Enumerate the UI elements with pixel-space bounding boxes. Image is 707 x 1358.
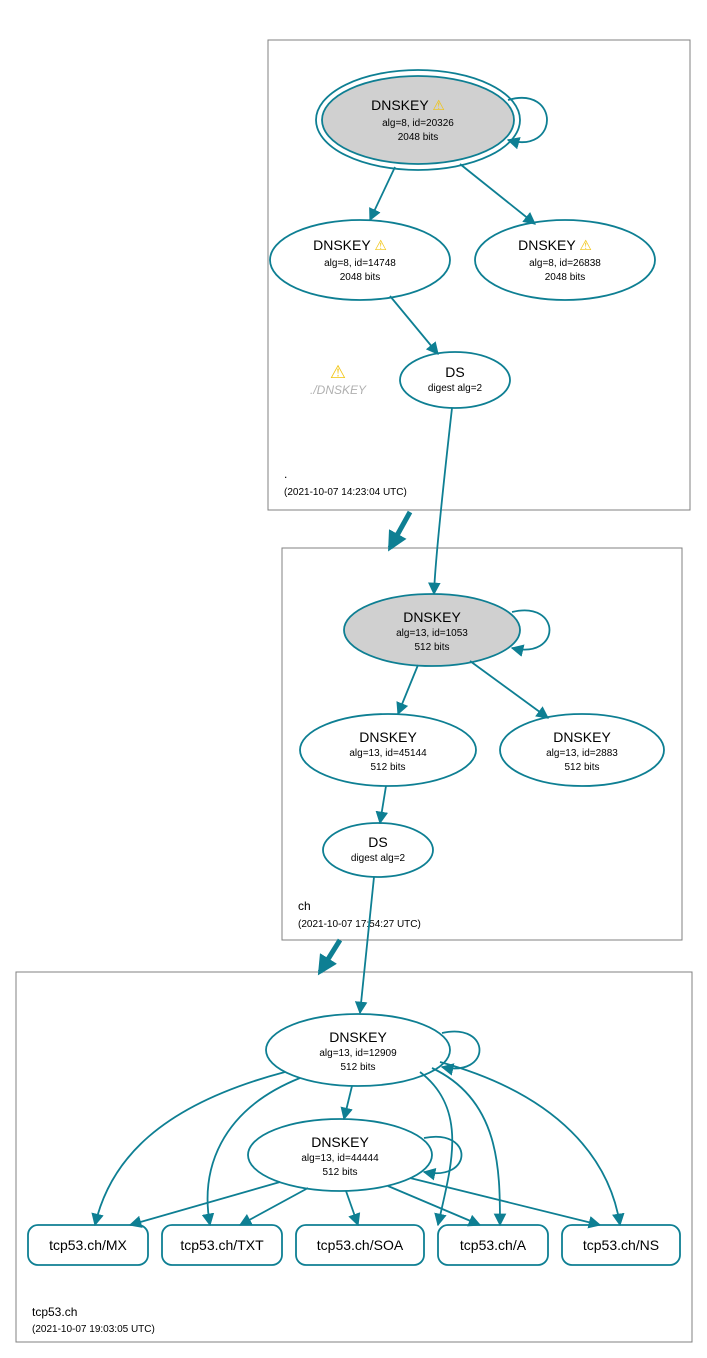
node-root-ds: DS digest alg=2: [400, 352, 510, 408]
svg-text:512 bits: 512 bits: [322, 1167, 357, 1178]
edge-tzsk-txt: [240, 1188, 308, 1225]
edge-tksk-ns: [440, 1062, 620, 1225]
svg-text:alg=8, id=26838: alg=8, id=26838: [529, 258, 601, 269]
svg-text:512 bits: 512 bits: [370, 762, 405, 773]
svg-text:tcp53.ch/SOA: tcp53.ch/SOA: [317, 1237, 404, 1253]
svg-text:tcp53.ch/MX: tcp53.ch/MX: [49, 1237, 127, 1253]
svg-text:tcp53.ch/NS: tcp53.ch/NS: [583, 1237, 659, 1253]
svg-text:DS: DS: [445, 364, 464, 380]
rr-mx: tcp53.ch/MX: [28, 1225, 148, 1265]
node-ch-zsk1: DNSKEY alg=13, id=45144 512 bits: [300, 714, 476, 786]
svg-text:./DNSKEY: ./DNSKEY: [310, 383, 367, 397]
svg-text:DNSKEY ⚠: DNSKEY ⚠: [518, 237, 592, 253]
edge-root-to-ch-zone: [390, 512, 410, 548]
warn-icon: ⚠: [432, 97, 445, 113]
ghost-root-dnskey: ⚠ ./DNSKEY: [310, 362, 367, 397]
zone-ch-label: ch: [298, 899, 311, 913]
warn-icon: ⚠: [374, 237, 387, 253]
edge-chds-tksk: [360, 877, 374, 1013]
svg-text:DNSKEY: DNSKEY: [553, 729, 611, 745]
warn-icon: ⚠: [330, 362, 346, 382]
svg-text:512 bits: 512 bits: [414, 642, 449, 653]
svg-text:alg=8, id=14748: alg=8, id=14748: [324, 258, 396, 269]
svg-text:DNSKEY: DNSKEY: [403, 609, 461, 625]
node-tcp53-zsk: DNSKEY alg=13, id=44444 512 bits: [248, 1119, 432, 1191]
node-tcp53-ksk: DNSKEY alg=13, id=12909 512 bits: [266, 1014, 450, 1086]
svg-text:2048 bits: 2048 bits: [545, 272, 586, 283]
edge-tzsk-soa: [346, 1191, 358, 1225]
edge-chksk-zsk1: [398, 665, 418, 714]
svg-text:DNSKEY ⚠: DNSKEY ⚠: [371, 97, 445, 113]
rr-soa: tcp53.ch/SOA: [296, 1225, 424, 1265]
svg-text:alg=13, id=45144: alg=13, id=45144: [349, 748, 427, 759]
edge-chzsk1-ds: [380, 786, 386, 823]
edge-tzsk-mx: [130, 1182, 280, 1225]
zone-root-label: .: [284, 467, 287, 481]
edge-tksk-a: [432, 1068, 500, 1225]
zone-root-timestamp: (2021-10-07 14:23:04 UTC): [284, 487, 407, 498]
svg-text:2048 bits: 2048 bits: [340, 272, 381, 283]
edge-tksk-tzsk: [344, 1086, 352, 1119]
svg-text:2048 bits: 2048 bits: [398, 132, 439, 143]
svg-text:DNSKEY: DNSKEY: [329, 1029, 387, 1045]
edge-rootds-chksk: [434, 408, 452, 594]
node-root-ksk: DNSKEY ⚠ alg=8, id=20326 2048 bits: [316, 70, 520, 170]
svg-text:512 bits: 512 bits: [564, 762, 599, 773]
svg-text:alg=13, id=2883: alg=13, id=2883: [546, 748, 618, 759]
svg-text:DNSKEY ⚠: DNSKEY ⚠: [313, 237, 387, 253]
edge-rootzsk1-ds: [390, 296, 438, 354]
svg-text:alg=13, id=12909: alg=13, id=12909: [319, 1048, 397, 1059]
zone-root: . (2021-10-07 14:23:04 UTC) DNSKEY ⚠ alg…: [268, 40, 690, 510]
rr-a: tcp53.ch/A: [438, 1225, 548, 1265]
svg-text:DNSKEY: DNSKEY: [311, 1134, 369, 1150]
edge-rootksk-zsk1: [370, 167, 395, 220]
edge-tzsk-ns: [410, 1178, 600, 1225]
edge-chksk-zsk2: [470, 661, 548, 718]
edge-ch-to-tcp53-zone: [320, 940, 340, 972]
node-ch-ksk: DNSKEY alg=13, id=1053 512 bits: [344, 594, 520, 666]
node-ch-zsk2: DNSKEY alg=13, id=2883 512 bits: [500, 714, 664, 786]
svg-text:digest alg=2: digest alg=2: [351, 853, 406, 864]
zone-ch-timestamp: (2021-10-07 17:54:27 UTC): [298, 919, 421, 930]
svg-text:digest alg=2: digest alg=2: [428, 383, 483, 394]
rr-txt: tcp53.ch/TXT: [162, 1225, 282, 1265]
svg-text:alg=8, id=20326: alg=8, id=20326: [382, 118, 454, 129]
warn-icon: ⚠: [579, 237, 592, 253]
svg-text:DS: DS: [368, 834, 387, 850]
node-ch-ds: DS digest alg=2: [323, 823, 433, 877]
rr-ns: tcp53.ch/NS: [562, 1225, 680, 1265]
zone-tcp53: tcp53.ch (2021-10-07 19:03:05 UTC) DNSKE…: [16, 877, 692, 1342]
svg-text:512 bits: 512 bits: [340, 1062, 375, 1073]
node-root-zsk2: DNSKEY ⚠ alg=8, id=26838 2048 bits: [475, 220, 655, 300]
svg-text:tcp53.ch/A: tcp53.ch/A: [460, 1237, 527, 1253]
zone-tcp53-timestamp: (2021-10-07 19:03:05 UTC): [32, 1324, 155, 1335]
node-root-zsk1: DNSKEY ⚠ alg=8, id=14748 2048 bits: [270, 220, 450, 300]
zone-tcp53-label: tcp53.ch: [32, 1305, 77, 1319]
edge-rootksk-zsk2: [460, 164, 535, 224]
svg-text:tcp53.ch/TXT: tcp53.ch/TXT: [180, 1237, 264, 1253]
svg-text:DNSKEY: DNSKEY: [359, 729, 417, 745]
svg-text:alg=13, id=1053: alg=13, id=1053: [396, 628, 468, 639]
svg-text:alg=13, id=44444: alg=13, id=44444: [301, 1153, 379, 1164]
